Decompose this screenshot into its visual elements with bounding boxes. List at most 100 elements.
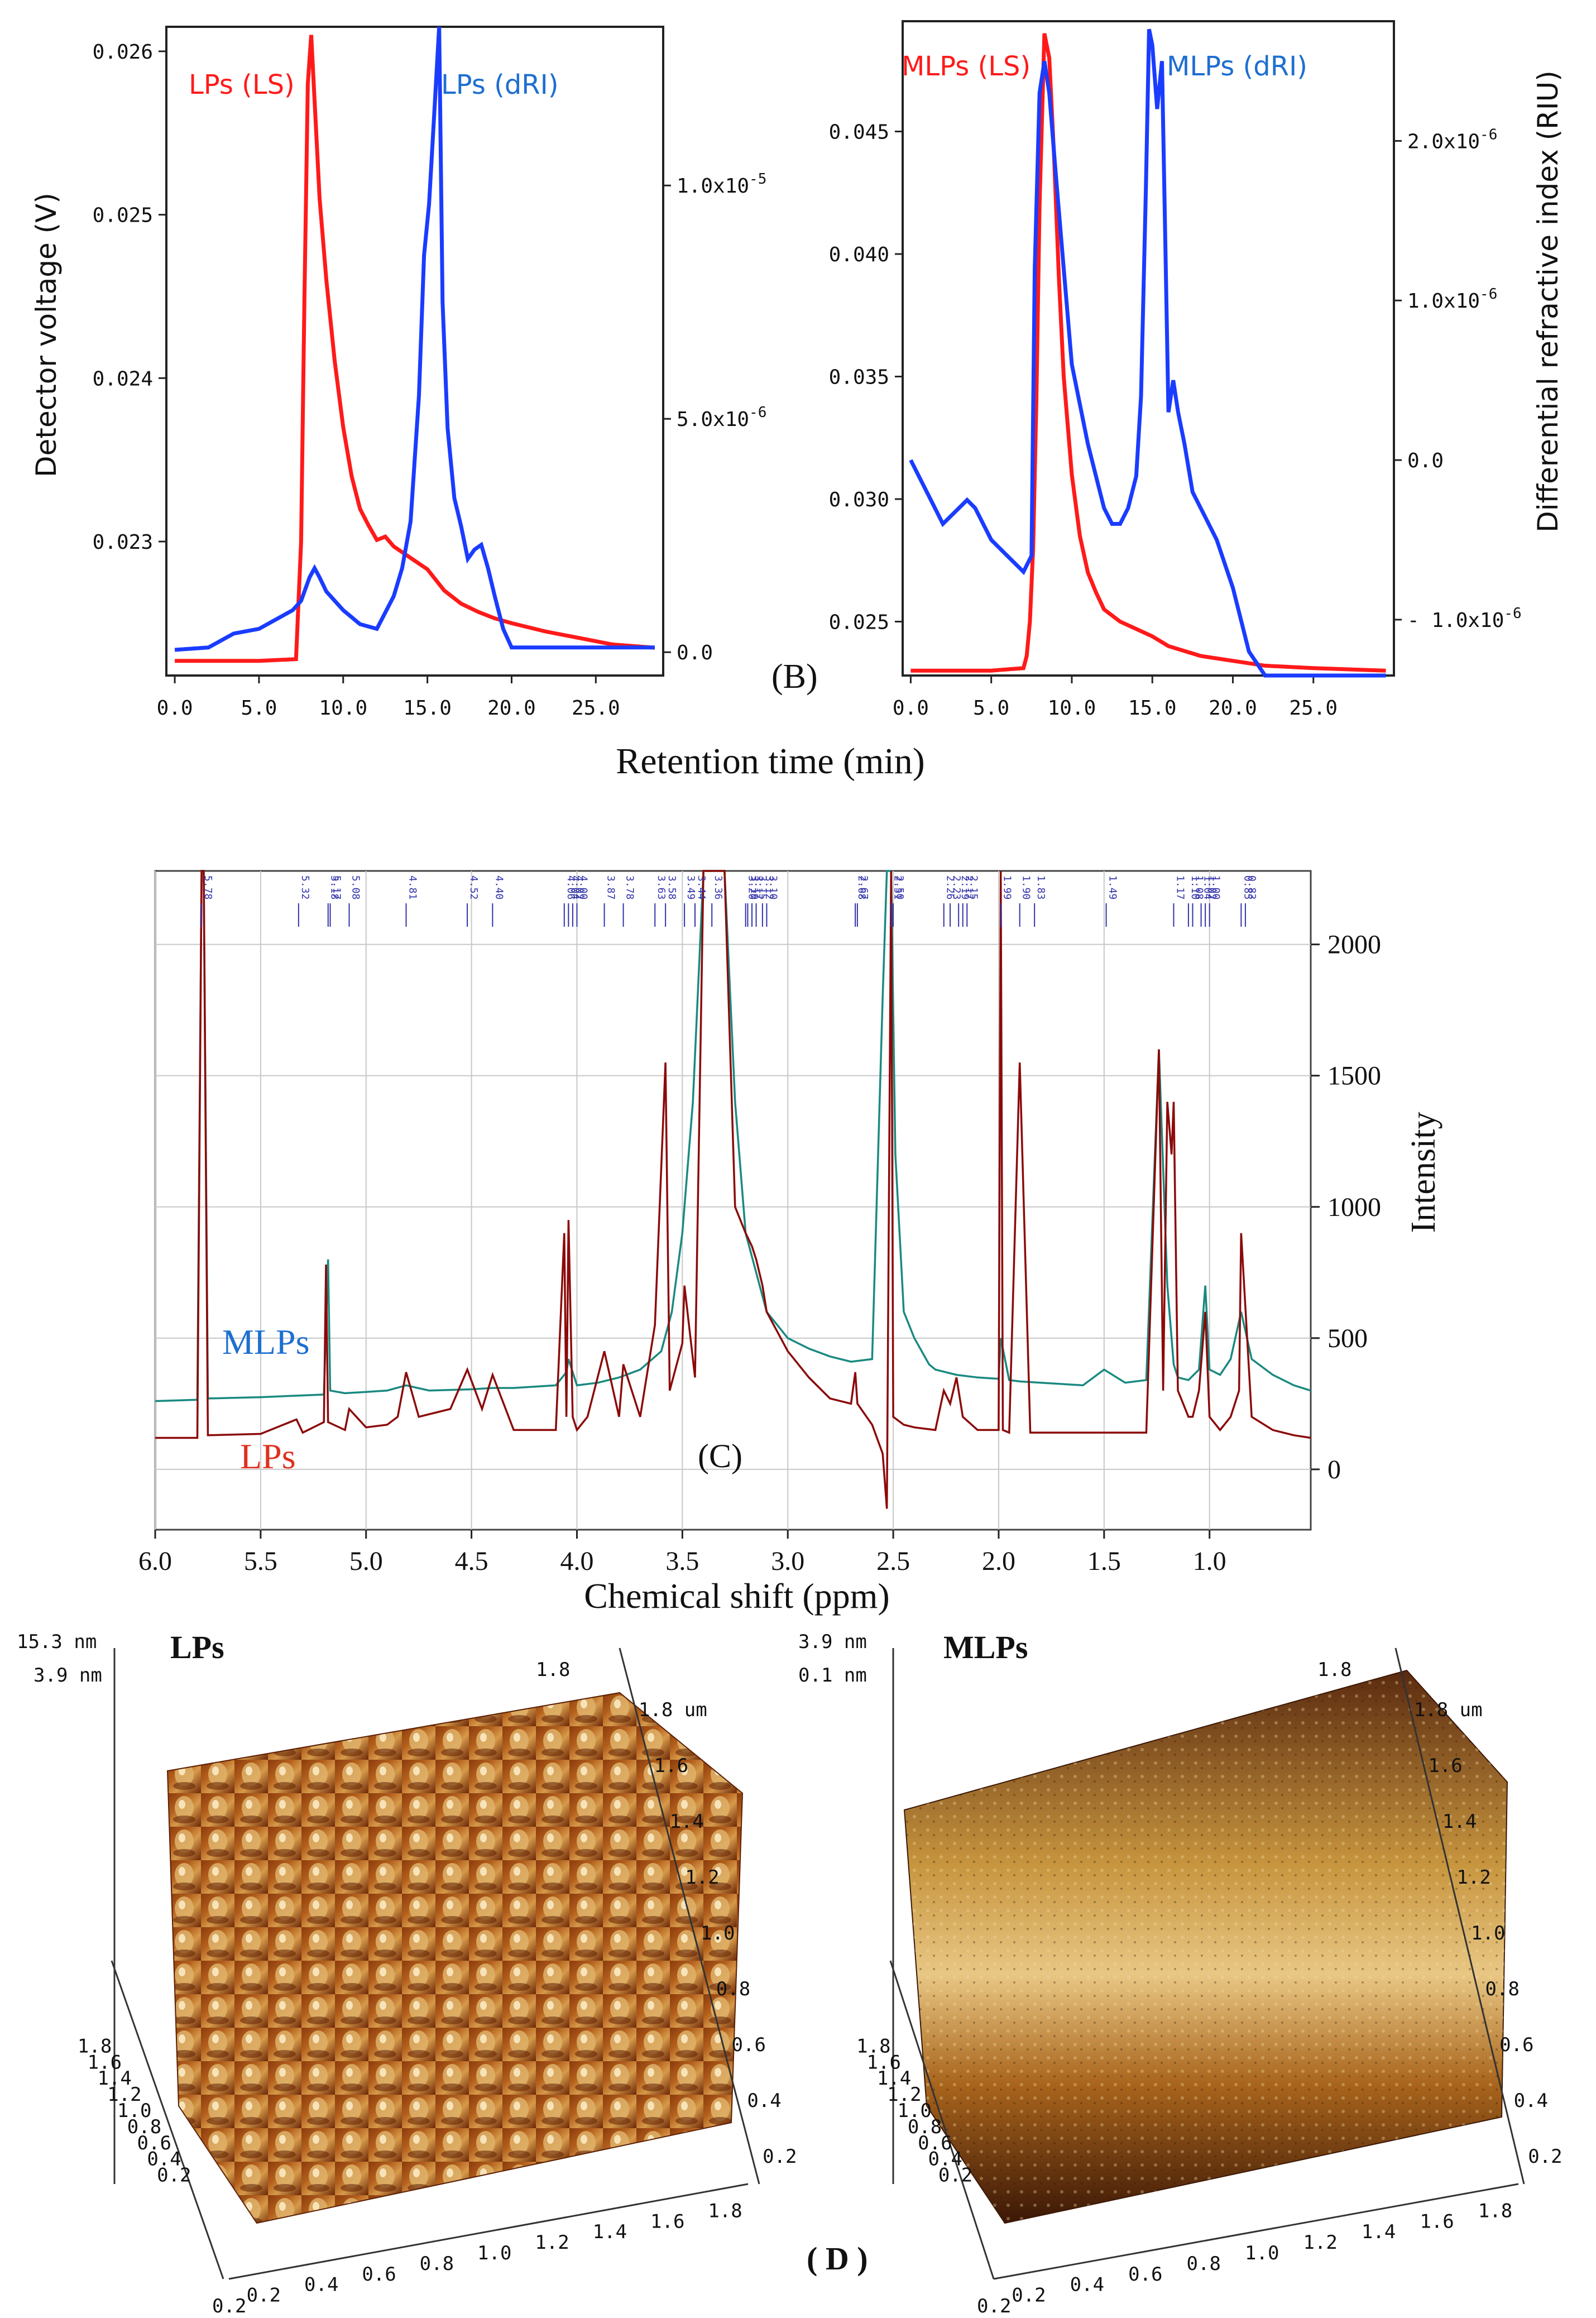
afm-lps-rtick-label: 0.8 — [716, 1978, 750, 2000]
nmr-figure: 5.78 5.32 5.185.17 5.08 4.81 4.52 4.40 4.064.04… — [138, 870, 1442, 1616]
gpc-mlps-ls-line — [910, 33, 1386, 673]
nmr-peak-label: 5.78 — [202, 875, 214, 899]
afm-mlps-rtick-label: 0.6 — [1499, 2034, 1533, 2056]
afm-lps-rtick-label: 1.4 — [669, 1811, 703, 1833]
afm-mlps-xtick-label: 0.6 — [1128, 2263, 1162, 2286]
afm-mlps-rtick-label: 0.2 — [1528, 2145, 1562, 2168]
nmr-peak-label: 3.12 — [763, 875, 775, 899]
gpc-mlps-dri-line — [909, 28, 1386, 678]
nmr-lps-legend: LPs — [240, 1436, 296, 1476]
afm-lps-ytick-label: 0.2 — [157, 2164, 191, 2187]
gpc-lps-ytick-left-label: 0.023 — [93, 531, 153, 554]
nmr-peak-label: 3.15 — [757, 875, 769, 899]
nmr-peak-label: 2.67 — [858, 875, 870, 899]
gpc-lps-ytick-left-label: 0.025 — [93, 204, 153, 227]
afm-lps-xtick-label: 0.6 — [362, 2263, 396, 2286]
gpc-lps-dri-annotation: LPs (dRI) — [441, 69, 559, 100]
afm-mlps-xtick-label: 0.8 — [1187, 2253, 1221, 2275]
gpc-mlps-ytick-left-label: 0.040 — [829, 243, 889, 266]
afm-mlps-rtick-label: 0.8 — [1485, 1978, 1520, 2000]
afm-lps-rtick-label: 0.4 — [747, 2090, 781, 2112]
gpc-figure: 0.0 5.0 10.0 15.0 20.0 25.0 0.026 0.025 0.024 0.0… — [30, 20, 1564, 782]
gpc-mlps-ls-annotation: MLPs (LS) — [902, 51, 1031, 82]
afm-mlps-bottom-left-label: 0.2 — [977, 2295, 1011, 2317]
gpc-lps-frame — [165, 26, 664, 677]
nmr-peak-label: 2.17 — [964, 875, 975, 899]
afm-lps-ytick-label: 1.4 — [97, 2067, 131, 2090]
nmr-xtick-label: 4.5 — [455, 1546, 488, 1576]
afm-mlps-xtick-label: 0.2 — [1012, 2285, 1046, 2307]
nmr-peak-label: 1.90 — [1020, 875, 1032, 899]
nmr-peak-label: 1.10 — [1189, 875, 1201, 899]
nmr-peak-label: 3.78 — [624, 875, 636, 899]
nmr-peak-label: 5.18 — [329, 875, 341, 899]
nmr-peak-label: 4.02 — [573, 875, 585, 899]
nmr-plot-frame — [154, 870, 1312, 1531]
afm-mlps-ytick-label: 0.8 — [908, 2116, 942, 2138]
nmr-peak-label: 2.19 — [959, 875, 971, 899]
nmr-peak-label: 3.58 — [666, 875, 678, 899]
nmr-xtick-label: 5.5 — [244, 1546, 277, 1576]
gpc-mlps-xtick-label: 5.0 — [973, 697, 1009, 720]
nmr-peak-label: 1.99 — [1001, 875, 1013, 899]
afm-lps-xtick-label: 1.2 — [535, 2231, 569, 2254]
gpc-mlps-xtick-label: 20.0 — [1209, 697, 1257, 720]
gpc-lps-ytick-left-label: 0.024 — [93, 367, 153, 390]
gpc-lps-dri-line — [174, 26, 655, 652]
nmr-peak-label: 5.32 — [299, 875, 311, 899]
gpc-lps-ytick-left-label: 0.026 — [93, 41, 153, 64]
panel-b-label: (B) — [771, 658, 818, 696]
nmr-peak-label: 2.26 — [945, 875, 956, 899]
afm-lps-bottom-left-label: 0.2 — [212, 2295, 246, 2317]
nmr-xtick-label: 6.0 — [138, 1546, 172, 1576]
nmr-peak-label: 2.51 — [892, 875, 903, 899]
afm-mlps-top-label: 1.8 — [1317, 1659, 1351, 1681]
nmr-peak-label: 1.00 — [1210, 875, 1222, 899]
afm-lps-zmin: 3.9 nm — [33, 1664, 102, 1687]
afm-mlps-ytick-label: 1.8 — [856, 2035, 890, 2057]
afm-lps-xtick-label: 1.4 — [593, 2221, 627, 2243]
nmr-xtick-label: 5.0 — [349, 1546, 383, 1576]
gpc-mlps-xtick-label: 10.0 — [1048, 697, 1096, 720]
afm-mlps-ytick-label: 1.4 — [877, 2067, 911, 2090]
gpc-lps-xtick-label: 25.0 — [572, 697, 620, 720]
afm-mlps-rtick-label: 1.8 um — [1414, 1699, 1483, 1721]
nmr-peak-label: 3.87 — [605, 875, 617, 899]
afm-mlps-rtick-label: 0.4 — [1514, 2090, 1548, 2112]
gpc-mlps-xtick-label: 25.0 — [1289, 697, 1338, 720]
gpc-lps-xtick-label: 20.0 — [487, 697, 536, 720]
nmr-ytick-label: 1500 — [1327, 1061, 1381, 1091]
afm-lps-ytick-label: 0.4 — [147, 2148, 181, 2171]
afm-lps-rtick-label: 0.6 — [732, 2034, 766, 2056]
afm-mlps-x-axis — [993, 2183, 1519, 2280]
afm-lps-top-label: 1.8 — [536, 1659, 570, 1681]
afm-lps-xtick-label: 1.8 — [708, 2200, 742, 2222]
nmr-peak-label: 2.50 — [894, 875, 905, 899]
nmr-peak-label: 3.49 — [685, 875, 697, 899]
nmr-peak-label: 5.08 — [350, 875, 362, 899]
nmr-xtick-label: 1.0 — [1193, 1546, 1226, 1576]
afm-mlps-ytick-label: 1.2 — [887, 2084, 921, 2106]
gpc-ylabel-right: Differential refractive index (RIU) — [1532, 70, 1564, 532]
nmr-ytick-label: 0 — [1327, 1455, 1341, 1484]
gpc-lps-ytick-right-label: 0.0 — [677, 641, 713, 664]
afm-mlps-ytick-label: 0.2 — [938, 2164, 972, 2187]
afm-mlps-xtick-label: 1.4 — [1362, 2221, 1396, 2243]
nmr-peak-label: 1.08 — [1193, 875, 1205, 899]
afm-lps-rtick-label: 1.0 — [701, 1922, 735, 1945]
gpc-mlps-ytick-right-label: - 1.0x10-6 — [1407, 605, 1522, 632]
afm-lps-y-axis — [111, 1960, 224, 2279]
nmr-ytick-label: 500 — [1327, 1324, 1368, 1353]
nmr-peak-label: 1.83 — [1035, 875, 1047, 899]
gpc-mlps-ytick-right-label: 1.0x10-6 — [1407, 286, 1497, 313]
gpc-mlps-ytick-left-label: 0.030 — [829, 488, 889, 511]
afm-figure: 15.3 nm 3.9 nm LPs 1.8 0.2 0.4 0.6 0.8 1.0 1.… — [17, 1629, 1563, 2317]
nmr-xtick-label: 3.0 — [771, 1546, 804, 1576]
nmr-peak-label: 1.02 — [1206, 875, 1218, 899]
gpc-ylabel-left: Detector voltage (V) — [30, 193, 63, 477]
nmr-peak-label: 3.20 — [746, 875, 758, 899]
nmr-peak-label: 4.04 — [569, 875, 581, 899]
afm-lps-surface — [166, 1692, 744, 2224]
gpc-lps-ls-line — [175, 35, 655, 663]
nmr-peak-label: 3.17 — [753, 875, 764, 899]
